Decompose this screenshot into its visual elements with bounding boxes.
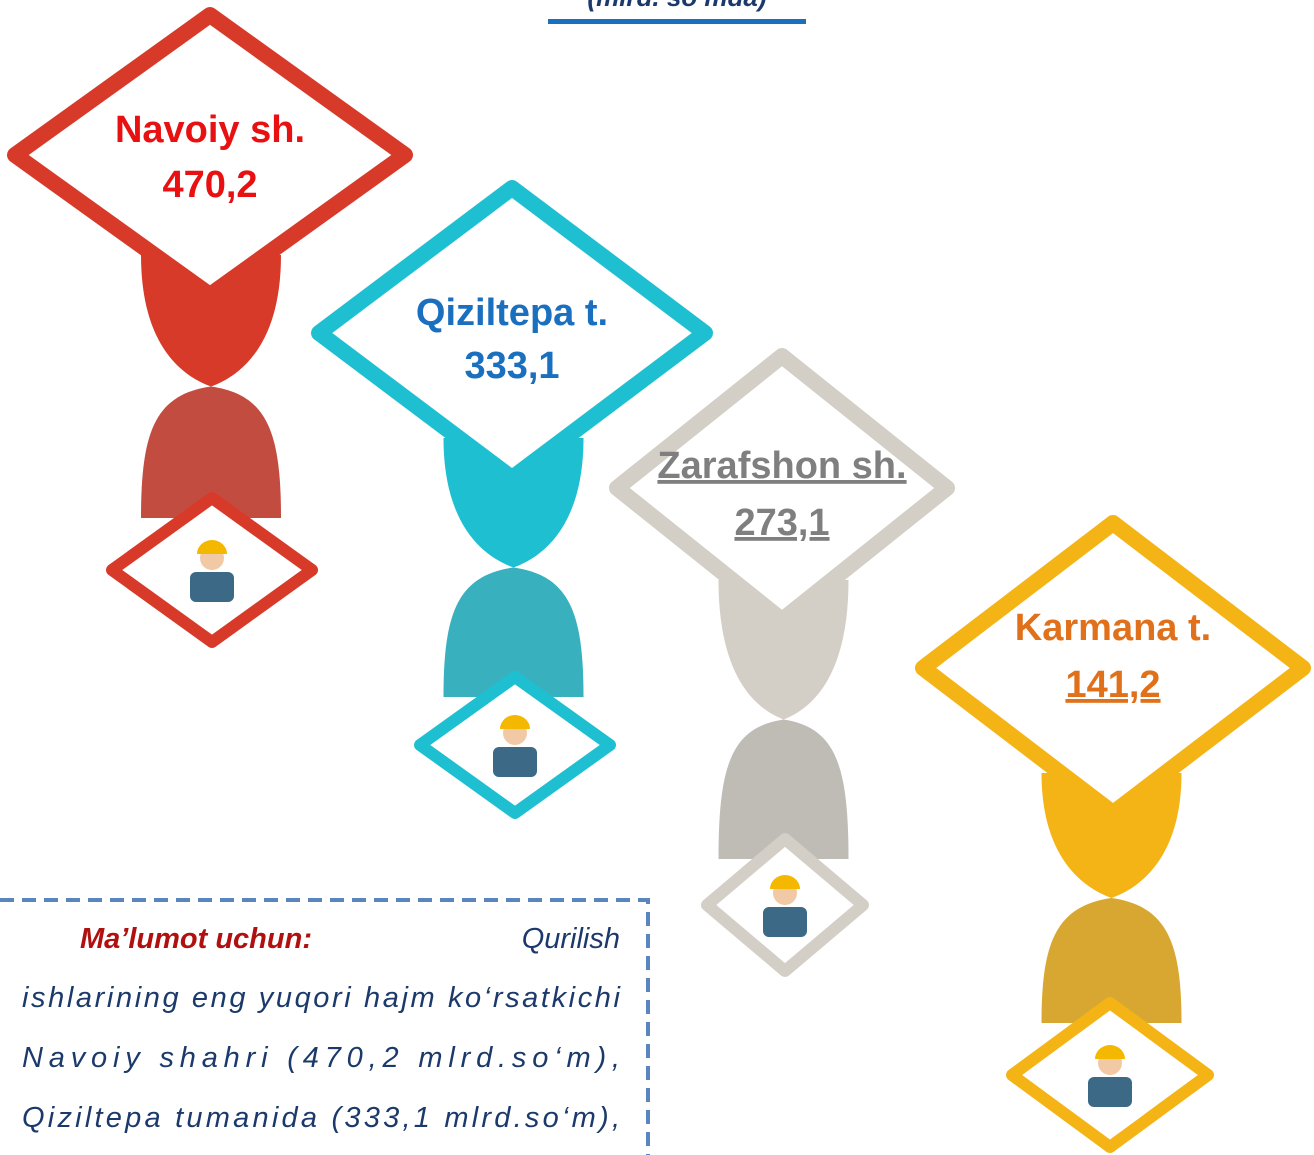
icon-helmet <box>1095 1045 1125 1059</box>
subtitle-underline <box>548 19 806 24</box>
icon-helmet <box>770 875 800 889</box>
ribbon-shade <box>443 567 584 697</box>
ribbon-shade <box>718 719 849 859</box>
big-diamond <box>311 180 713 486</box>
ribbon <box>1041 898 1182 1023</box>
icon-helmet <box>500 715 530 729</box>
big-diamond <box>7 7 413 303</box>
info-line: Qiziltepa tumanida (333,1 mlrd.so‘m), <box>22 1102 620 1134</box>
icon-body <box>190 572 234 602</box>
ribbon <box>718 580 849 720</box>
item-name: Navoiy sh. <box>115 109 305 151</box>
info-line: Qurilish <box>522 923 620 955</box>
ribbon <box>141 255 281 387</box>
ribbon-shade <box>1041 898 1182 1023</box>
ribbon <box>718 719 849 859</box>
big-diamond <box>609 348 955 628</box>
item-value: 470,2 <box>162 164 257 206</box>
subtitle: (mlrd. so‘mda) <box>587 0 766 12</box>
item-name: Zarafshon sh. <box>657 445 906 487</box>
ribbon <box>443 438 584 568</box>
ribbon <box>141 386 281 518</box>
item-value: 333,1 <box>464 345 559 387</box>
item-value: 273,1 <box>734 502 829 544</box>
ribbon <box>1041 773 1182 898</box>
ribbon <box>443 567 584 697</box>
info-box <box>0 898 650 1155</box>
icon-body <box>763 907 807 937</box>
item-name: Karmana t. <box>1015 607 1211 649</box>
ribbon-shade <box>141 386 281 518</box>
units: Navoiy sh. 470,2 Qiziltepa t. 333,1 Zarafsho… <box>7 7 1311 1153</box>
info-line: Navoiy shahri (470,2 mlrd.so‘m), <box>22 1042 620 1074</box>
icon-body <box>493 747 537 777</box>
item-name: Qiziltepa t. <box>416 292 608 334</box>
info-label: Ma’lumot uchun: <box>80 923 312 955</box>
icon-body <box>1088 1077 1132 1107</box>
big-diamond <box>915 515 1311 821</box>
icon-helmet <box>197 540 227 554</box>
item-value: 141,2 <box>1065 664 1160 706</box>
info-line: ishlarining eng yuqori hajm ko‘rsatkichi <box>22 982 622 1014</box>
